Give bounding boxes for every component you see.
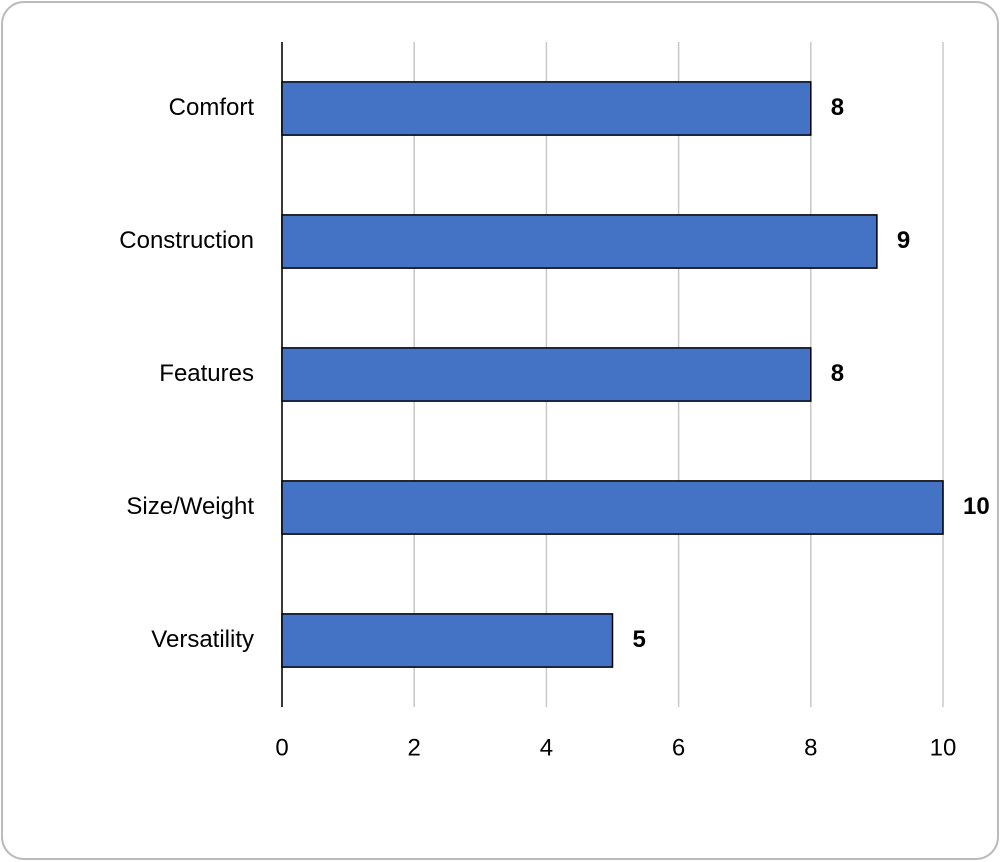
x-tick-label: 10: [930, 734, 957, 761]
value-label: 9: [897, 227, 910, 254]
y-tick-label: Versatility: [151, 626, 254, 653]
value-label: 8: [831, 360, 844, 387]
bar: [281, 480, 944, 535]
x-tick-label: 6: [672, 734, 685, 761]
value-label: 10: [963, 493, 990, 520]
value-label: 5: [633, 626, 646, 653]
y-tick-label: Features: [159, 360, 254, 387]
x-tick-label: 0: [275, 734, 288, 761]
bar: [281, 214, 878, 269]
x-tick-label: 8: [804, 734, 817, 761]
y-tick-label: Construction: [119, 227, 254, 254]
x-tick-label: 2: [408, 734, 421, 761]
y-tick-label: Comfort: [169, 94, 255, 121]
bar: [281, 347, 812, 402]
y-tick-label: Size/Weight: [126, 493, 254, 520]
value-label: 8: [831, 94, 844, 121]
bar: [281, 81, 812, 136]
bar: [281, 613, 614, 668]
x-tick-label: 4: [540, 734, 553, 761]
